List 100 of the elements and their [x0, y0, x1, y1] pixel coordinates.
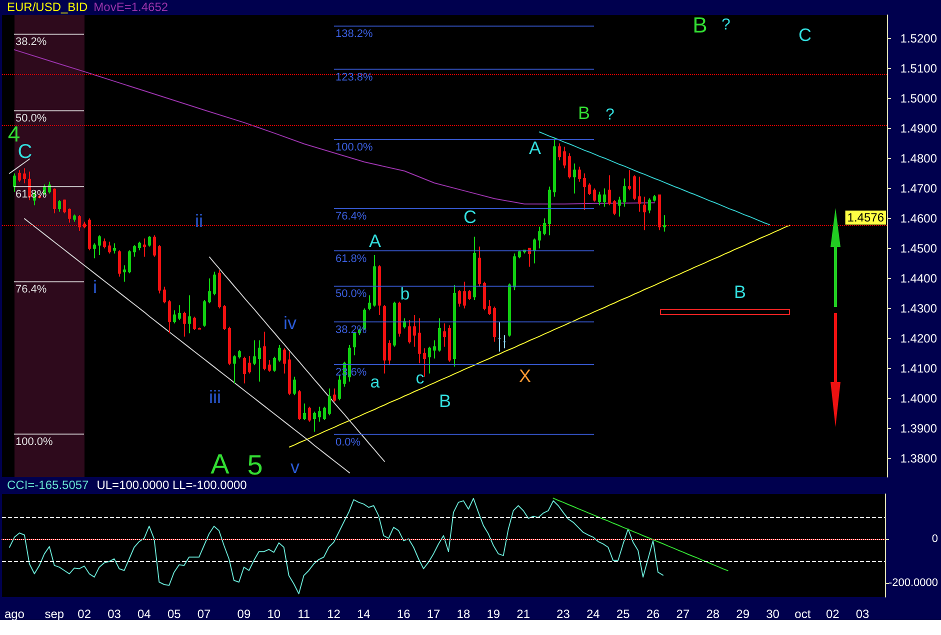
- candlestick: [88, 218, 91, 251]
- annotation: a: [370, 372, 380, 392]
- candlestick: [158, 244, 161, 294]
- candlestick: [593, 188, 596, 202]
- candlestick: [93, 242, 96, 259]
- candlestick: [408, 320, 411, 344]
- x-tick-label: 24: [586, 607, 600, 621]
- annotation: X: [518, 366, 532, 386]
- x-tick-label: 09: [237, 607, 251, 621]
- candlestick: [433, 340, 436, 359]
- candlestick: [448, 324, 451, 362]
- candlestick: [388, 340, 391, 366]
- candlestick: [13, 172, 16, 192]
- y-tick-label: 1.4100: [900, 361, 938, 376]
- series-label: 38.2%: [16, 36, 47, 48]
- candlestick: [543, 218, 546, 236]
- candlestick: [443, 322, 446, 348]
- candlestick: [598, 191, 601, 206]
- candlestick: [83, 221, 86, 229]
- annotation: A: [528, 138, 542, 158]
- candlestick: [153, 234, 156, 258]
- candlestick: [293, 376, 296, 396]
- y-tick-label: 1.4700: [900, 181, 938, 196]
- annotation: iv: [284, 313, 296, 333]
- candlestick: [463, 281, 466, 309]
- candlestick: [58, 200, 61, 212]
- candlestick: [123, 264, 126, 282]
- candlestick: [413, 314, 416, 348]
- annotation: B: [578, 103, 590, 123]
- candlestick: [373, 254, 376, 308]
- candlestick: [288, 351, 291, 396]
- annotation: ii: [195, 211, 203, 231]
- annotation: c: [416, 368, 425, 388]
- candlestick: [218, 270, 221, 309]
- candlestick: [568, 152, 571, 179]
- candlestick: [333, 388, 336, 402]
- candlestick: [603, 188, 606, 208]
- candlestick: [213, 271, 216, 296]
- candlestick: [588, 182, 591, 196]
- x-tick-label: 25: [616, 607, 630, 621]
- candlestick: [303, 403, 306, 420]
- candlestick: [493, 306, 496, 342]
- candlestick: [113, 242, 116, 254]
- y-tick-label: 0: [932, 532, 938, 545]
- candlestick: [528, 248, 531, 268]
- candlestick: [473, 236, 476, 300]
- candlestick: [578, 166, 581, 182]
- candlestick: [558, 142, 561, 161]
- x-tick-label: 23: [556, 607, 570, 621]
- x-tick-label: 19: [486, 607, 500, 621]
- candlestick: [173, 310, 176, 324]
- x-tick-label: 28: [706, 607, 720, 621]
- candlestick: [553, 138, 556, 198]
- candlestick: [658, 194, 661, 231]
- annotation: A: [368, 231, 382, 251]
- candlestick: [18, 170, 21, 182]
- candlestick: [273, 356, 276, 372]
- x-tick-label: 26: [646, 607, 660, 621]
- candlestick: [483, 281, 486, 311]
- candlestick: [258, 340, 261, 382]
- y-tick-label: 1.4400: [900, 271, 938, 286]
- annotation: b: [400, 284, 410, 304]
- candlestick: [423, 348, 426, 378]
- candlestick: [208, 278, 211, 304]
- annotation: ?: [606, 106, 615, 124]
- candlestick: [453, 284, 456, 368]
- candlestick: [368, 294, 371, 311]
- candlestick: [178, 304, 181, 321]
- ref-line-label: 1.4576: [847, 210, 884, 225]
- y-tick-label: 1.5100: [900, 61, 938, 76]
- y-tick-label: 1.3800: [900, 451, 938, 466]
- y-tick-label: 1.4900: [900, 121, 938, 136]
- x-tick-label: 21: [516, 607, 530, 621]
- candlestick: [223, 304, 226, 330]
- annotation: C: [18, 141, 32, 163]
- candlestick: [438, 318, 441, 352]
- x-tick-label: 03: [108, 607, 122, 621]
- candlestick: [188, 294, 191, 334]
- candlestick: [253, 340, 256, 366]
- candlestick: [643, 196, 646, 231]
- x-tick-label: 03: [856, 607, 870, 621]
- series-label: 76.4%: [336, 210, 367, 222]
- series-label: 50.0%: [336, 288, 367, 300]
- candlestick: [323, 406, 326, 420]
- candlestick: [533, 238, 536, 264]
- candlestick: [478, 246, 481, 288]
- annotation: ?: [722, 16, 731, 34]
- candlestick: [23, 168, 26, 184]
- y-tick-label: 1.4800: [900, 151, 938, 166]
- candlestick: [168, 300, 171, 334]
- text: MovE=1.4652: [94, 0, 168, 14]
- candlestick: [378, 264, 381, 316]
- candlestick: [513, 253, 516, 291]
- line-series: [552, 498, 728, 572]
- annotation: v: [290, 457, 300, 477]
- candlestick: [243, 356, 246, 384]
- candlestick: [73, 214, 76, 222]
- candlestick: [78, 214, 81, 232]
- candlestick: [628, 170, 631, 191]
- candlestick: [118, 250, 121, 278]
